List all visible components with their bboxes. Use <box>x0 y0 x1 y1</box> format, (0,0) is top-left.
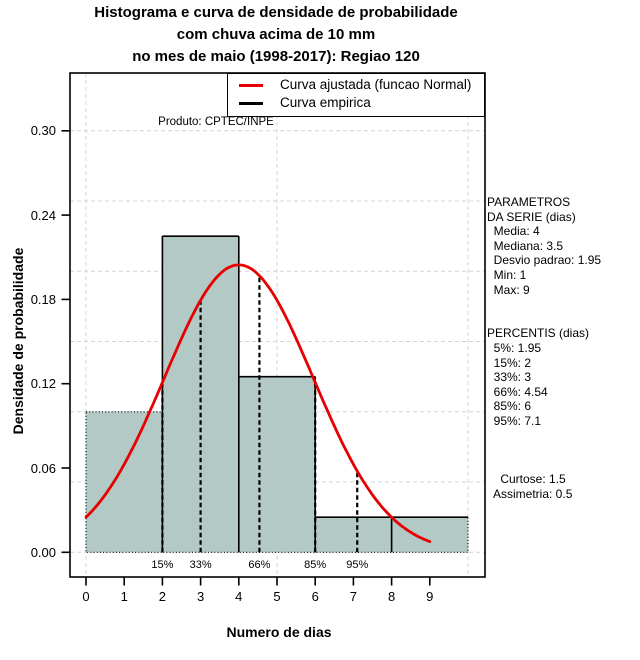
chart-title-line1: Histograma e curva de densidade de proba… <box>94 4 458 21</box>
histogram-bar <box>85 411 164 553</box>
y-tick-label: 0.00 <box>30 544 56 560</box>
stats-line <box>487 297 639 312</box>
stats-line: 15%: 2 <box>487 355 532 370</box>
y-tick-label: 0.18 <box>30 291 56 307</box>
x-tick-label: 2 <box>158 589 166 604</box>
stats-line: Max: 9 <box>487 282 530 297</box>
stats-line: Desvio padrao: 1.95 <box>487 253 602 268</box>
percentile-label: 15% <box>151 559 174 571</box>
stats-line <box>487 458 639 473</box>
percentile-label: 85% <box>304 559 327 571</box>
x-tick-label: 0 <box>82 589 90 604</box>
percentile-label: 66% <box>248 559 271 571</box>
stats-line: 95%: 7.1 <box>487 413 542 428</box>
x-axis-title: Numero de dias <box>226 624 332 640</box>
stats-line <box>487 312 639 327</box>
legend-label-fitted: Curva ajustada (funcao Normal) <box>280 77 472 92</box>
stats-line: 5%: 1.95 <box>487 340 542 355</box>
x-tick-label: 1 <box>120 589 128 604</box>
stats-panel: PARAMETROS DA SERIE (dias) Media: 4 Media… <box>487 195 639 501</box>
x-tick-label: 4 <box>235 589 243 604</box>
produto-note: Produto: CPTEC/INPE <box>158 116 274 128</box>
y-tick-label: 0.24 <box>30 207 56 223</box>
stats-line: DA SERIE (dias) <box>487 209 576 224</box>
stats-line: Media: 4 <box>487 224 540 239</box>
y-tick-label: 0.12 <box>30 376 56 392</box>
legend-label-empirical: Curva empirica <box>280 95 371 110</box>
legend: Curva ajustada (funcao Normal) Curva emp… <box>227 73 485 117</box>
histogram-bar <box>238 376 316 553</box>
legend-entry-empirical: Curva empirica <box>228 95 484 113</box>
fitted-curve-swatch <box>239 84 263 87</box>
stats-line: 33%: 3 <box>487 370 532 385</box>
histogram-bar <box>314 516 393 553</box>
chart-title-line3: no mes de maio (1998-2017): Regiao 120 <box>132 48 420 65</box>
chart-title-line2: com chuva acima de 10 mm <box>176 26 376 43</box>
fitted-normal-curve <box>84 263 432 543</box>
y-tick-label: 0.06 <box>30 460 56 476</box>
stats-line: Mediana: 3.5 <box>487 238 564 253</box>
x-tick-label: 8 <box>387 589 396 604</box>
histogram-bar <box>391 516 469 553</box>
legend-entry-fitted: Curva ajustada (funcao Normal) <box>228 77 484 95</box>
x-tick-label: 9 <box>426 589 434 604</box>
y-axis-title: Densidade de probabilidade <box>10 247 26 435</box>
x-tick-label: 6 <box>311 589 319 604</box>
stats-line <box>487 443 639 458</box>
percentile-label: 33% <box>189 559 212 571</box>
y-tick-label: 0.30 <box>30 123 56 139</box>
stats-line: PARAMETROS <box>487 195 571 209</box>
stats-line: Min: 1 <box>487 267 527 282</box>
stats-line: 85%: 6 <box>487 399 532 414</box>
stats-line: Assimetria: 0.5 <box>487 486 573 501</box>
chart-title: Histograma e curva de densidade de proba… <box>36 2 516 68</box>
stats-line <box>487 429 639 444</box>
percentile-label: 95% <box>346 559 369 571</box>
x-tick-label: 5 <box>273 589 281 604</box>
x-tick-label: 3 <box>196 589 205 604</box>
stats-line: PERCENTIS (dias) <box>487 326 590 341</box>
stats-line: 66%: 4.54 <box>487 384 548 399</box>
empirical-curve-swatch <box>239 102 263 105</box>
stats-line: Curtose: 1.5 <box>487 472 566 487</box>
x-tick-label: 7 <box>349 589 357 604</box>
